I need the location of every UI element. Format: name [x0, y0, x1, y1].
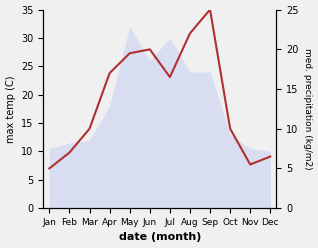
Y-axis label: med. precipitation (kg/m2): med. precipitation (kg/m2): [303, 48, 313, 170]
X-axis label: date (month): date (month): [119, 232, 201, 243]
Y-axis label: max temp (C): max temp (C): [5, 75, 16, 143]
